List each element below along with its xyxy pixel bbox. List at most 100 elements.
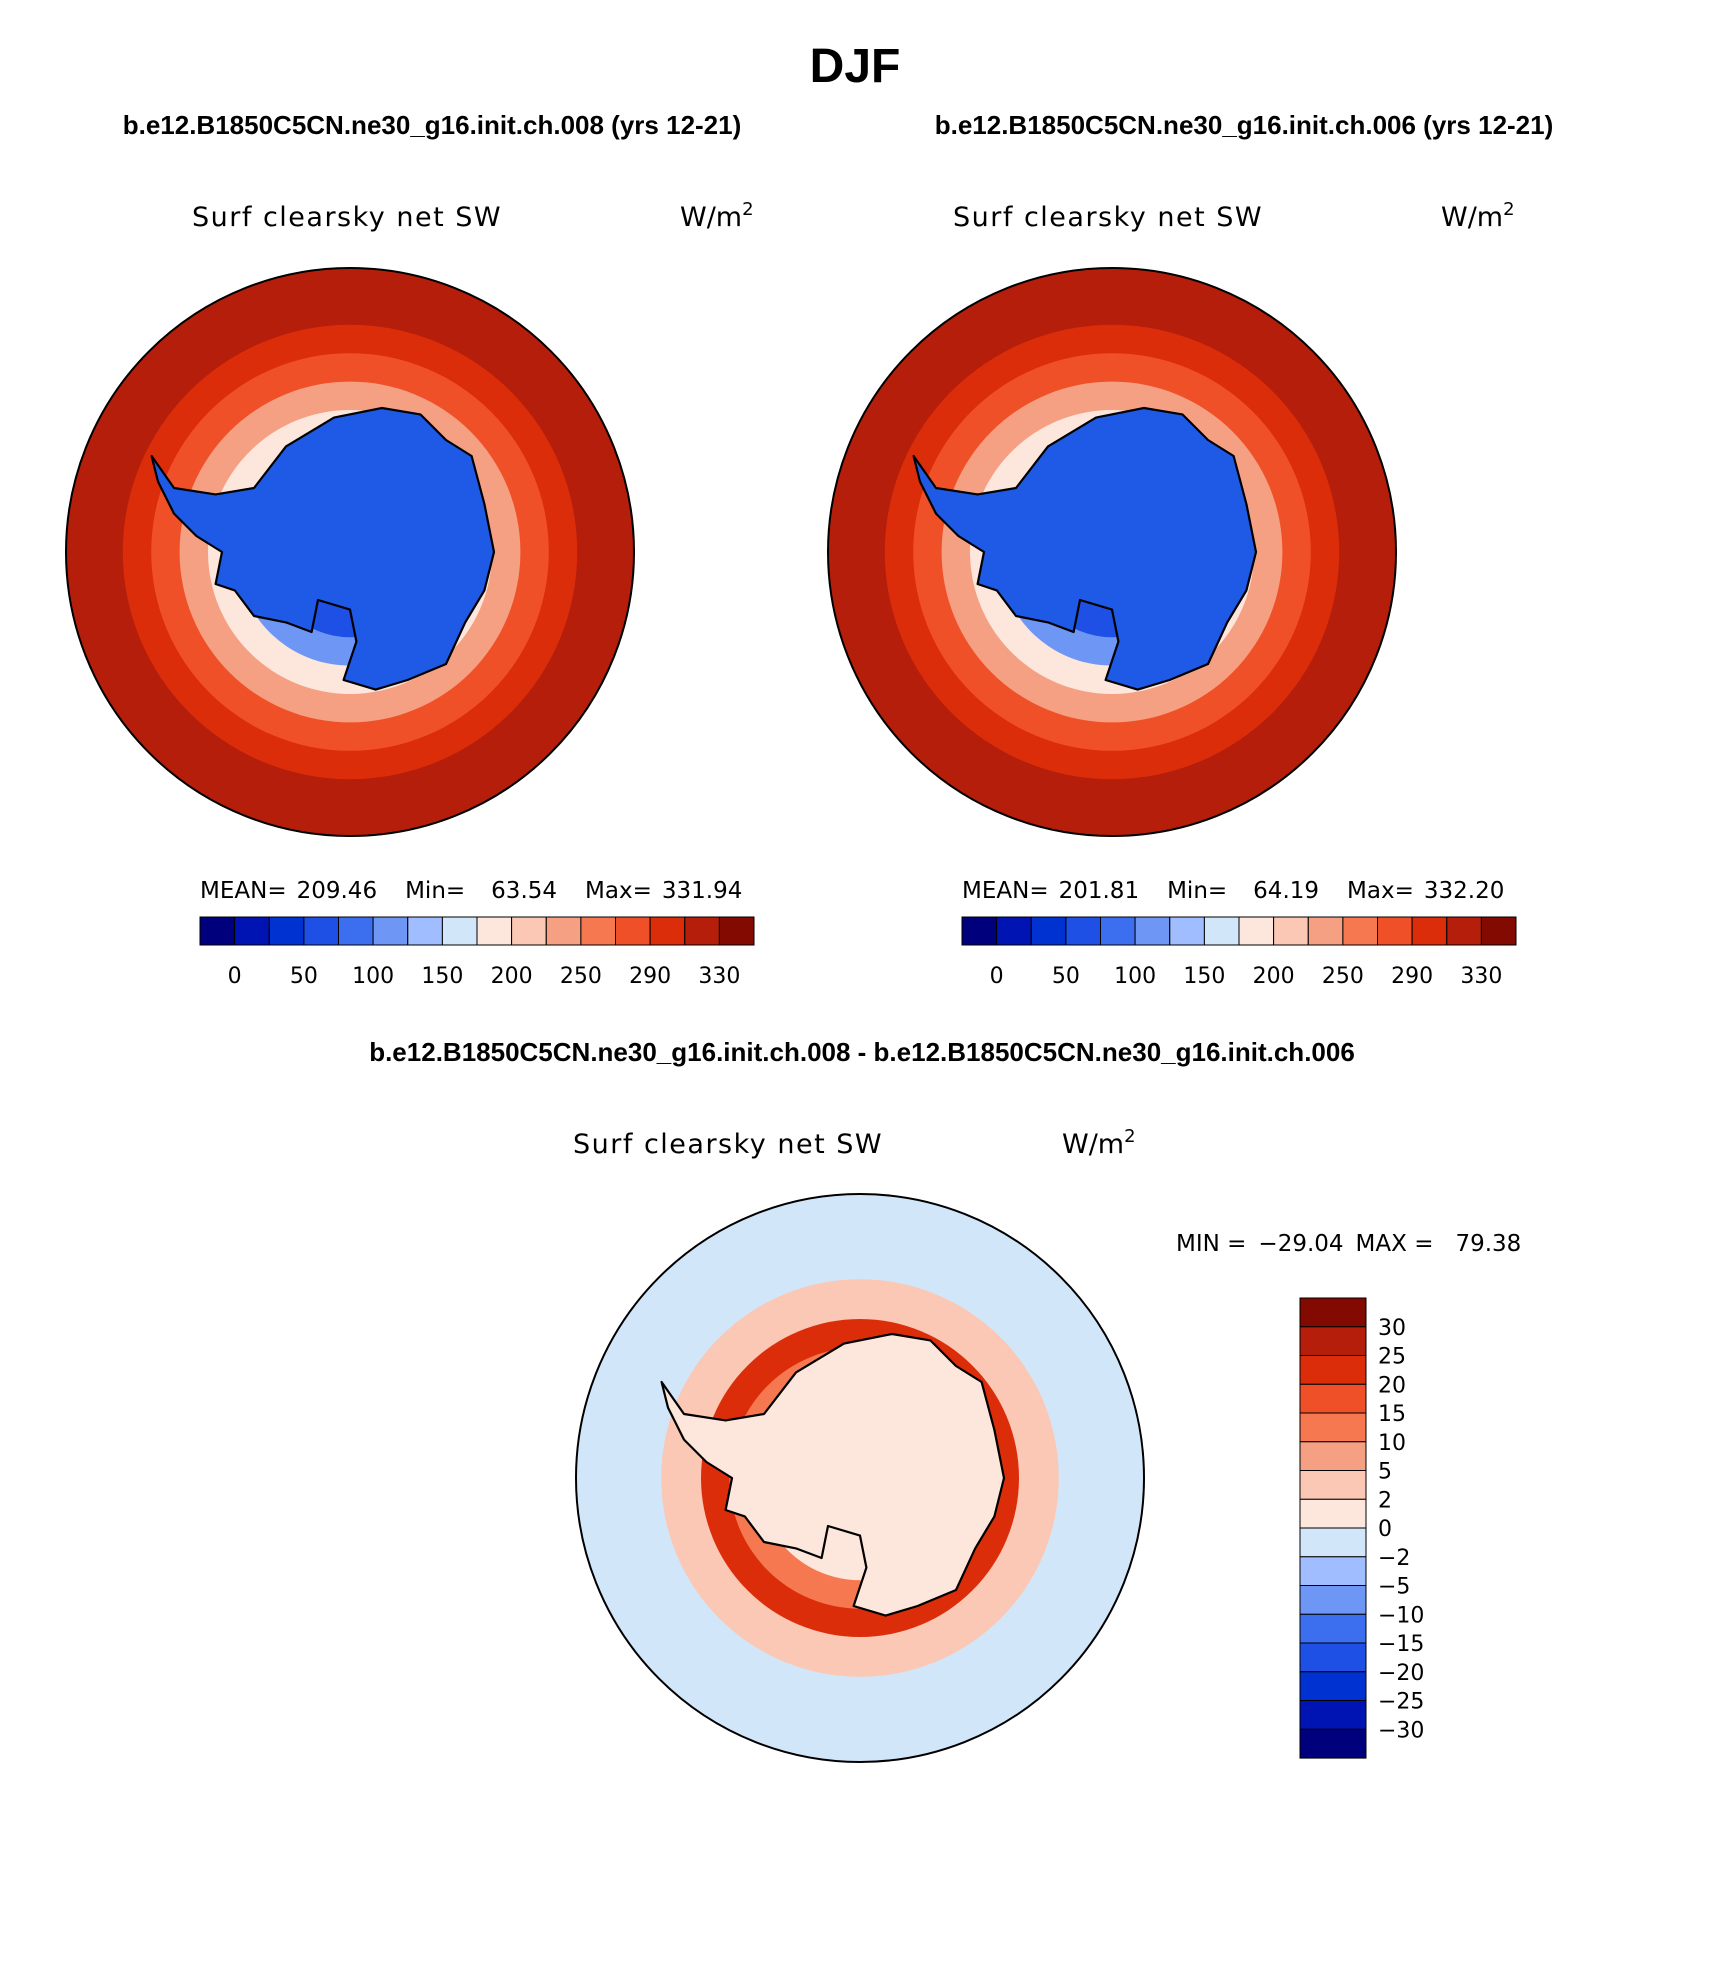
panel-b-max-value: 332.20 <box>1424 878 1504 904</box>
panel-a-variable-label: Surf clearsky net SW <box>192 202 502 233</box>
panel-c-colorbar-tick-10: −10 <box>1378 1603 1424 1628</box>
panel-a-case-title: b.e12.B1850C5CN.ne30_g16.init.ch.008 (yr… <box>123 110 742 140</box>
panel-a-mean-label: MEAN= <box>200 878 287 904</box>
panel-b-colorbar-swatch-6 <box>1169 916 1205 946</box>
panel-b-colorbar-tick-0: 0 <box>990 964 1004 989</box>
panel-c-colorbar-tick-4: 10 <box>1378 1431 1406 1456</box>
panel-b-min-value: 64.19 <box>1253 878 1319 904</box>
panel-a-colorbar-swatch-11 <box>580 916 617 946</box>
panel-a-min-value: 63.54 <box>491 878 557 904</box>
panel-b-colorbar-tick-7: 330 <box>1460 964 1502 989</box>
panel-c-colorbar-tick-14: −30 <box>1378 1718 1424 1743</box>
panel-a-colorbar-tick-7: 330 <box>698 964 740 989</box>
panel-c-colorbar-swatch-14 <box>1299 1700 1367 1730</box>
panel-b-map-border <box>827 267 1397 837</box>
panel-a-colorbar-swatch-7 <box>441 916 478 946</box>
panel-b-map-land <box>913 408 1256 690</box>
panel-a-colorbar-swatch-14 <box>684 916 720 946</box>
panel-c-map-land <box>661 1334 1004 1616</box>
panel-b-stats: MEAN= 201.81 Min= 64.19 Max= 332.20 <box>962 878 1504 904</box>
panel-c-units: W/m <box>1062 1129 1124 1160</box>
panel-c-colorbar-swatch-9 <box>1299 1556 1367 1587</box>
panel-b-colorbar-swatch-10 <box>1307 916 1344 946</box>
panel-c-colorbar-tick-5: 5 <box>1378 1460 1392 1485</box>
panel-b-colorbar-swatch-1 <box>996 916 1032 946</box>
panel-c-units-sup: 2 <box>1124 1126 1135 1147</box>
panel-c-colorbar-swatch-15 <box>1299 1728 1367 1759</box>
panel-a-colorbar-tick-4: 200 <box>491 964 533 989</box>
panel-c-units-label: W/m2 <box>1062 1126 1136 1160</box>
panel-b-mean-label: MEAN= <box>962 878 1049 904</box>
panel-a-colorbar-swatch-6 <box>407 916 443 946</box>
panel-b-colorbar-swatch-2 <box>1030 916 1067 946</box>
panel-b-colorbar-swatch-5 <box>1134 916 1171 946</box>
panel-b-map-coastline <box>912 406 1258 691</box>
panel-b-max-label: Max= <box>1347 878 1414 904</box>
panel-c-colorbar-tick-13: −25 <box>1378 1690 1424 1715</box>
panel-c-colorbar-swatch-13 <box>1299 1671 1367 1702</box>
panel-c-colorbar-swatch-0 <box>1299 1297 1367 1328</box>
panel-a-map-border <box>65 267 635 837</box>
panel-b-colorbar-swatch-8 <box>1238 916 1275 946</box>
panel-b-min-label: Min= <box>1167 878 1227 904</box>
panel-b-units-sup: 2 <box>1503 199 1514 220</box>
panel-b-case-title: b.e12.B1850C5CN.ne30_g16.init.ch.006 (yr… <box>935 110 1554 140</box>
panel-c-colorbar-tick-8: −2 <box>1378 1546 1410 1571</box>
panel-a-colorbar-swatch-3 <box>303 916 339 946</box>
panel-c-colorbar-swatch-11 <box>1299 1613 1367 1644</box>
panel-c-colorbar-swatch-8 <box>1299 1527 1367 1558</box>
panel-c-min-value: −29.04 <box>1258 1231 1343 1257</box>
panel-a-map-coastline <box>150 406 496 691</box>
panel-b-colorbar-tick-6: 290 <box>1391 964 1433 989</box>
panel-a-units: W/m <box>680 202 742 233</box>
panel-c-colorbar-tick-9: −5 <box>1378 1575 1410 1600</box>
panel-a-colorbar-swatch-5 <box>372 916 409 946</box>
panel-b-colorbar-swatch-12 <box>1377 916 1413 946</box>
panel-a-colorbar-swatch-13 <box>649 916 686 946</box>
panel-b-colorbar-swatch-4 <box>1100 916 1136 946</box>
panel-b-variable-label: Surf clearsky net SW <box>953 202 1263 233</box>
panel-c-colorbar-tick-12: −20 <box>1378 1661 1424 1686</box>
panel-a-mean-value: 209.46 <box>297 878 377 904</box>
panel-c-max-label: MAX = <box>1356 1231 1434 1257</box>
panel-c-colorbar-swatch-5 <box>1299 1441 1367 1472</box>
panel-a-min-label: Min= <box>405 878 465 904</box>
panel-c-colorbar-tick-0: 30 <box>1378 1316 1406 1341</box>
panel-a-map <box>66 268 634 836</box>
panel-c-map <box>576 1194 1144 1762</box>
panel-a-colorbar-tick-2: 100 <box>352 964 394 989</box>
panel-b-colorbar-swatch-11 <box>1342 916 1379 946</box>
panel-c-colorbar-tick-6: 2 <box>1378 1488 1392 1513</box>
panel-c-max-value: 79.38 <box>1455 1231 1521 1257</box>
panel-a-max-label: Max= <box>585 878 652 904</box>
panel-a-colorbar-swatch-2 <box>268 916 305 946</box>
panel-a-colorbar-tick-6: 290 <box>629 964 671 989</box>
panel-b-colorbar-tick-2: 100 <box>1114 964 1156 989</box>
panel-c-colorbar-tick-11: −15 <box>1378 1632 1424 1657</box>
panel-c-stats: MIN = −29.04 MAX = 79.38 <box>1176 1231 1521 1257</box>
season-title: DJF <box>810 40 901 93</box>
panel-c-map-coastline <box>660 1332 1006 1617</box>
panel-c-colorbar-swatch-7 <box>1299 1498 1367 1529</box>
panel-b-colorbar-tick-5: 250 <box>1322 964 1364 989</box>
panel-a-stats: MEAN= 209.46 Min= 63.54 Max= 331.94 <box>200 878 742 904</box>
panel-c-colorbar-tick-7: 0 <box>1378 1517 1392 1542</box>
panel-b-colorbar-swatch-13 <box>1411 916 1448 946</box>
panel-b-colorbar-tick-4: 200 <box>1253 964 1295 989</box>
panel-c-colorbar-tick-2: 20 <box>1378 1373 1406 1398</box>
panel-a-colorbar-swatch-9 <box>511 916 547 946</box>
panel-c-colorbar-tick-1: 25 <box>1378 1345 1406 1370</box>
panel-a-colorbar-swatch-0 <box>199 916 236 946</box>
panel-c-map-border <box>575 1193 1145 1763</box>
panel-b-mean-value: 201.81 <box>1059 878 1139 904</box>
panel-a-colorbar-tick-1: 50 <box>290 964 318 989</box>
panel-a-colorbar-swatch-1 <box>234 916 270 946</box>
panel-c-colorbar-swatch-4 <box>1299 1412 1367 1443</box>
panel-c-colorbar-swatch-12 <box>1299 1642 1367 1673</box>
panel-a-colorbar-swatch-4 <box>338 916 374 946</box>
panel-b-colorbar: 0 50 100 150 200 250 290 330 <box>961 916 1517 989</box>
panel-a-units-label: W/m2 <box>680 199 754 233</box>
panel-a-colorbar-tick-5: 250 <box>560 964 602 989</box>
